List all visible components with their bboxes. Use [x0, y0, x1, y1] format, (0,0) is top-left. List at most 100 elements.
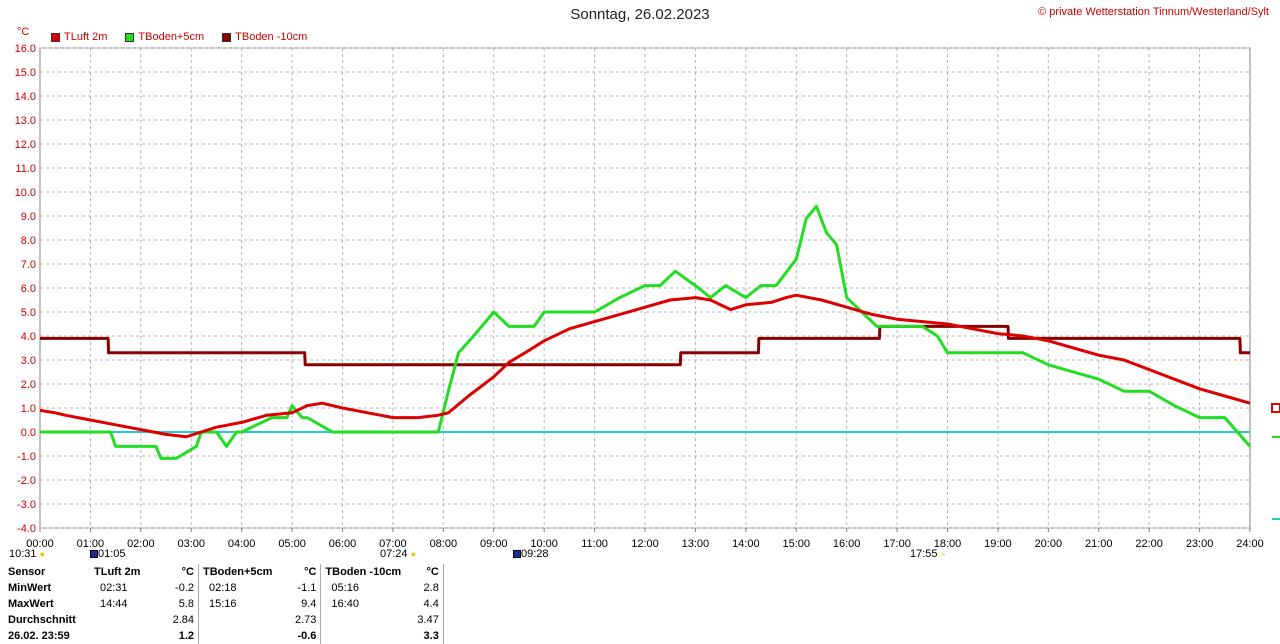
y-tick-label: 2.0 [21, 379, 36, 391]
sun-left-time: 10:31 [9, 548, 37, 560]
legend-swatch-tluft [51, 32, 60, 42]
temperature-chart: 16.0 15.0 14.0 13.0 12.0 11.0 10.0 9.0 8.0 7.0 6.0… [15, 43, 1280, 550]
stats-header-unit1: °C [168, 564, 199, 580]
y-tick-label: 9.0 [21, 211, 36, 223]
x-tick-label: 19:00 [984, 538, 1012, 550]
stats-value: -0.6 [291, 628, 322, 644]
sunrise-icon: ● [410, 549, 417, 559]
y-tick-label: -3.0 [17, 499, 36, 511]
stats-time: 16:40 [331, 598, 359, 610]
y-tick-label: 14.0 [15, 91, 36, 103]
y-tick-label: 10.0 [15, 187, 36, 199]
y-tick-label: 3.0 [21, 355, 36, 367]
stats-row: Durchschnitt 2.84 2.73 3.47 [4, 612, 444, 628]
stats-value: 3.47 [413, 612, 444, 628]
stats-value: 2.73 [291, 612, 322, 628]
y-axis-unit: °C [17, 26, 30, 38]
x-tick-label: 11:00 [581, 538, 608, 550]
x-tick-label: 06:00 [329, 538, 357, 550]
moon-icon [90, 550, 98, 559]
legend-swatch-tboden5 [125, 32, 135, 42]
x-tick-label: 02:00 [127, 538, 155, 550]
y-tick-label: 11.0 [15, 163, 36, 175]
legend-item-tboden10: TBoden -10cm [222, 31, 307, 43]
legend-label-tluft: TLuft 2m [64, 31, 108, 43]
y-tick-label: -2.0 [17, 475, 36, 487]
stats-value: -1.1 [291, 580, 322, 596]
x-tick-label: 00:00 [26, 538, 54, 550]
stats-time [90, 628, 168, 644]
stats-time: 02:18 [209, 582, 237, 594]
station-copyright[interactable]: © private Wetterstation Tinnum/Westerlan… [1038, 6, 1269, 18]
x-tick-label: 23:00 [1186, 538, 1214, 550]
y-tick-label: 15.0 [15, 67, 36, 79]
legend-label-tboden10: TBoden -10cm [235, 31, 308, 43]
stats-time: 02:31 [100, 582, 128, 594]
y-tick-label: 16.0 [15, 43, 36, 55]
x-tick-label: 10:00 [530, 538, 558, 550]
stats-header-tluft: TLuft 2m [94, 566, 141, 578]
stats-row: MaxWert 14:44 5.8 15:16 9.4 16:40 4.4 [4, 596, 444, 612]
stats-value: -0.2 [168, 580, 199, 596]
moonset-time: 09:28 [521, 548, 549, 560]
stats-header-unit2: °C [291, 564, 322, 580]
sunrise-time: 07:24 [380, 548, 408, 560]
y-tick-label: 4.0 [21, 331, 36, 343]
current-marker-tluft [1271, 403, 1280, 413]
stats-row-label: MaxWert [8, 598, 54, 610]
sunset-time: 17:55 [910, 548, 938, 560]
sun-icon: ● [39, 549, 46, 559]
moonset-icon [513, 550, 521, 559]
y-tick-label: 12.0 [15, 139, 36, 151]
x-tick-label: 08:00 [430, 538, 458, 550]
x-tick-label: 03:00 [177, 538, 205, 550]
stats-row-label: MinWert [8, 582, 52, 594]
stats-value: 3.3 [413, 628, 444, 644]
x-tick-label: 21:00 [1085, 538, 1113, 550]
stats-header-sensor: Sensor [8, 566, 46, 578]
series-line-tluft-2m [39, 293, 1251, 439]
y-tick-label: -1.0 [17, 451, 36, 463]
statistics-table: Sensor TLuft 2m °C TBoden+5cm °C TBoden … [4, 564, 444, 644]
stats-time [199, 628, 292, 644]
y-tick-label: 8.0 [21, 235, 36, 247]
x-tick-label: 13:00 [682, 538, 710, 550]
x-tick-label: 09:00 [480, 538, 508, 550]
x-tick-label: 15:00 [782, 538, 810, 550]
stats-header-tboden5: TBoden+5cm [203, 566, 273, 578]
x-tick-label: 14:00 [732, 538, 760, 550]
stats-value: 9.4 [291, 596, 322, 612]
y-tick-label: 7.0 [21, 259, 36, 271]
stats-value: 4.4 [413, 596, 444, 612]
x-tick-label: 18:00 [934, 538, 962, 550]
stats-header-unit3: °C [413, 564, 444, 580]
stats-value: 2.84 [168, 612, 199, 628]
x-tick-label: 01:00 [77, 538, 105, 550]
stats-time: 05:16 [331, 582, 359, 594]
y-tick-label: 13.0 [15, 115, 36, 127]
y-tick-label: 1.0 [21, 403, 36, 415]
series-line-tboden-5cm [40, 204, 1252, 460]
y-tick-label: -4.0 [17, 523, 36, 535]
legend-swatch-tboden10 [222, 32, 232, 42]
stats-value: 1.2 [168, 628, 199, 644]
x-tick-label: 24:00 [1236, 538, 1264, 550]
stats-row: 26.02. 23:59 1.2 -0.6 3.3 [4, 628, 444, 644]
x-tick-label: 07:00 [379, 538, 407, 550]
x-tick-label: 22:00 [1135, 538, 1163, 550]
legend-item-tluft: TLuft 2m [51, 31, 107, 43]
stats-row: MinWert 02:31 -0.2 02:18 -1.1 05:16 2.8 [4, 580, 444, 596]
moonrise-time: 01:05 [98, 548, 126, 560]
legend: TLuft 2m TBoden+5cm TBoden -10cm [51, 31, 325, 43]
series-line-tboden-10cm [40, 324, 1250, 367]
y-tick-label: 6.0 [21, 283, 36, 295]
x-tick-label: 12:00 [631, 538, 659, 550]
stats-row-label: 26.02. 23:59 [8, 630, 70, 642]
x-tick-label: 20:00 [1035, 538, 1063, 550]
sun-marker-left: 10:31 ● [9, 548, 45, 560]
stats-time [321, 628, 414, 644]
x-tick-label: 17:00 [883, 538, 911, 550]
moonrise-marker: 01:05 [90, 548, 126, 560]
sunset-marker: 17:55 ● [910, 548, 946, 560]
legend-item-tboden5: TBoden+5cm [125, 31, 204, 43]
